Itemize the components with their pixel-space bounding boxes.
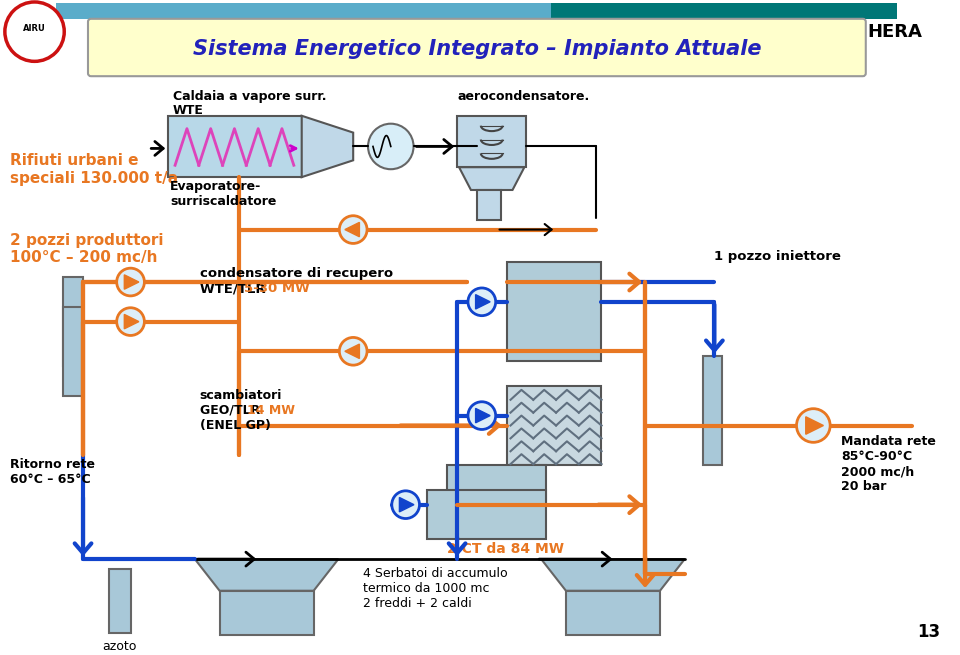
Text: 2 pozzi produttori
100°C – 200 mc/h: 2 pozzi produttori 100°C – 200 mc/h [10, 233, 163, 265]
Text: 5-30 MW: 5-30 MW [245, 282, 310, 295]
Text: scambiatori: scambiatori [200, 389, 282, 402]
Circle shape [368, 124, 414, 169]
Text: WTE/TLR: WTE/TLR [200, 282, 270, 295]
Bar [63, 277, 83, 366]
Bar [168, 116, 301, 177]
Circle shape [392, 491, 420, 519]
Polygon shape [195, 559, 338, 591]
Text: Ritorno rete
60°C – 65°C: Ritorno rete 60°C – 65°C [10, 458, 95, 486]
Polygon shape [459, 167, 524, 190]
Text: 4 Serbatoi di accumulo: 4 Serbatoi di accumulo [363, 567, 508, 580]
Text: termico da 1000 mc: termico da 1000 mc [363, 582, 490, 595]
Text: 13: 13 [917, 624, 940, 641]
Polygon shape [301, 116, 353, 177]
Bar [108, 569, 131, 633]
Text: 2 CT da 84 MW: 2 CT da 84 MW [447, 542, 564, 556]
Text: HERA: HERA [867, 23, 923, 41]
Bar [507, 386, 601, 465]
Text: condensatore di recupero: condensatore di recupero [200, 267, 393, 280]
Bar [703, 356, 722, 465]
Circle shape [339, 215, 367, 244]
Bar [566, 591, 660, 635]
Circle shape [117, 308, 144, 335]
Circle shape [5, 2, 64, 62]
Polygon shape [475, 295, 491, 309]
Bar [477, 190, 500, 219]
Text: Sistema Energetico Integrato – Impianto Attuale: Sistema Energetico Integrato – Impianto … [193, 39, 761, 60]
Polygon shape [475, 409, 491, 423]
Text: aerocondensatore.: aerocondensatore. [457, 90, 589, 103]
Polygon shape [345, 344, 359, 358]
Circle shape [339, 337, 367, 365]
Bar [447, 465, 546, 504]
FancyBboxPatch shape [88, 19, 866, 76]
Bar [457, 116, 526, 167]
Text: (ENEL GP): (ENEL GP) [200, 419, 271, 432]
Circle shape [797, 409, 830, 442]
Polygon shape [805, 417, 824, 434]
Text: Rifiuti urbani e
speciali 130.000 t/a: Rifiuti urbani e speciali 130.000 t/a [10, 153, 178, 186]
Bar [63, 307, 83, 396]
Circle shape [117, 268, 144, 296]
Text: WTE: WTE [173, 104, 204, 117]
Circle shape [468, 288, 495, 316]
Text: AIRU: AIRU [23, 24, 46, 33]
Bar [551, 3, 898, 19]
Bar [220, 591, 314, 635]
Text: 14 MW: 14 MW [248, 403, 296, 417]
Polygon shape [124, 275, 139, 290]
Text: 2 freddi + 2 caldi: 2 freddi + 2 caldi [363, 597, 471, 610]
Text: Mandata rete
85°C-90°C
2000 mc/h
20 bar: Mandata rete 85°C-90°C 2000 mc/h 20 bar [841, 436, 936, 493]
Circle shape [468, 402, 495, 430]
Polygon shape [124, 314, 139, 329]
Polygon shape [399, 497, 414, 512]
Text: 1 pozzo iniettore: 1 pozzo iniettore [714, 250, 841, 263]
Polygon shape [541, 559, 684, 591]
Bar [427, 490, 546, 539]
Text: Caldaia a vapore surr.: Caldaia a vapore surr. [173, 90, 326, 103]
Text: azoto: azoto [103, 640, 137, 653]
Text: GEO/TLR: GEO/TLR [200, 403, 264, 417]
Text: Evaporatore-
surriscaldatore: Evaporatore- surriscaldatore [170, 180, 276, 208]
Bar [507, 262, 601, 361]
Bar [57, 3, 551, 19]
Polygon shape [345, 223, 359, 236]
